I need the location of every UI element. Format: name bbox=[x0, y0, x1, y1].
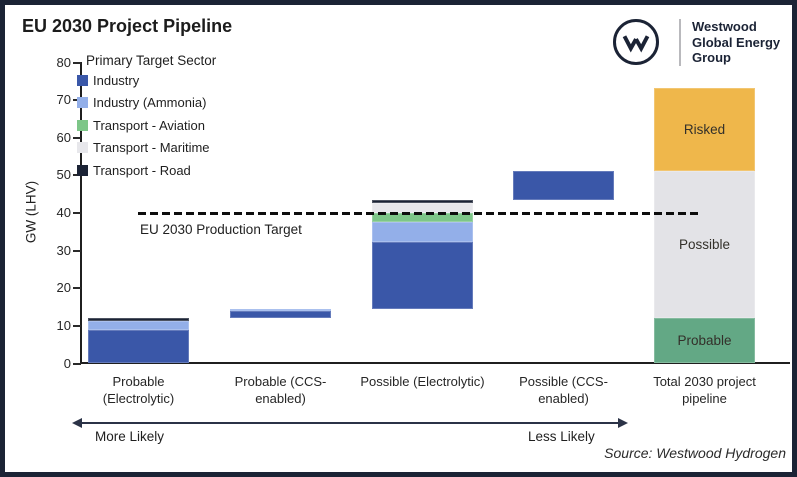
arrow-right-head-icon bbox=[618, 418, 628, 428]
legend-item-label: Transport - Aviation bbox=[93, 117, 205, 133]
target-line bbox=[138, 212, 702, 215]
bar-segment bbox=[372, 213, 473, 223]
legend-swatch bbox=[77, 97, 88, 109]
legend-item-label: Transport - Road bbox=[93, 162, 191, 178]
bar-segment bbox=[230, 310, 331, 319]
y-tick-label: 30 bbox=[56, 242, 71, 258]
y-tick-label: 10 bbox=[56, 317, 71, 333]
y-tick-label: 50 bbox=[56, 167, 71, 183]
legend-title: Primary Target Sector bbox=[86, 53, 217, 68]
bar-segment bbox=[372, 242, 473, 309]
y-axis-line bbox=[80, 62, 82, 364]
x-category-label: Possible (Electrolytic) bbox=[343, 374, 503, 391]
westwood-logo-icon bbox=[613, 19, 659, 65]
y-tick-mark bbox=[73, 61, 81, 64]
bar-segment: Risked bbox=[654, 87, 755, 171]
x-category-label: Total 2030 project pipeline bbox=[625, 374, 785, 407]
y-tick-mark bbox=[73, 362, 81, 365]
x-category-line: (Electrolytic) bbox=[102, 390, 175, 406]
x-axis-line bbox=[80, 362, 790, 364]
legend-swatch bbox=[77, 75, 88, 86]
bar-segment bbox=[513, 170, 614, 200]
x-category-line: enabled) bbox=[538, 390, 589, 406]
bar-segment bbox=[230, 308, 331, 311]
source-credit: Source: Westwood Hydrogen bbox=[604, 445, 786, 461]
bar-segment bbox=[88, 330, 189, 364]
x-category-line: Probable bbox=[112, 374, 165, 389]
x-category-label: Probable (CCS-enabled) bbox=[201, 374, 361, 407]
x-category-line: pipeline bbox=[682, 390, 727, 406]
arrow-left-head-icon bbox=[72, 418, 82, 428]
logo-line-1: Westwood bbox=[692, 19, 757, 34]
logo-divider bbox=[679, 19, 681, 66]
y-tick-label: 20 bbox=[56, 280, 71, 296]
y-tick-mark bbox=[73, 287, 81, 290]
y-tick-label: 60 bbox=[56, 129, 71, 145]
bar-segment bbox=[88, 318, 189, 322]
x-category-line: Possible (CCS- bbox=[519, 374, 608, 389]
x-category-line: enabled) bbox=[255, 390, 306, 406]
target-line-label: EU 2030 Production Target bbox=[140, 222, 302, 237]
y-tick-label: 80 bbox=[56, 54, 71, 70]
y-tick-mark bbox=[73, 212, 81, 214]
bar-segment bbox=[372, 199, 473, 203]
x-category-line: Total 2030 project bbox=[653, 374, 756, 389]
less-likely-label: Less Likely bbox=[528, 429, 595, 444]
y-tick-mark bbox=[73, 324, 81, 327]
likelihood-arrow-line bbox=[80, 422, 618, 424]
y-axis-label: GW (LHV) bbox=[23, 180, 39, 244]
bar-segment bbox=[88, 321, 189, 331]
x-category-label: Possible (CCS-enabled) bbox=[484, 374, 644, 407]
bar-segment: Probable bbox=[654, 317, 755, 364]
y-tick-label: 40 bbox=[56, 205, 71, 220]
x-category-label: Probable (Electrolytic) bbox=[59, 374, 219, 407]
legend-item-label: Transport - Maritime bbox=[93, 140, 210, 156]
y-tick-label: 70 bbox=[56, 92, 71, 108]
y-tick-mark bbox=[73, 136, 81, 139]
bar-segment: Possible bbox=[654, 170, 755, 318]
x-category-line: Probable (CCS- bbox=[234, 374, 327, 389]
x-category-line: Possible (Electrolytic) bbox=[360, 374, 485, 389]
legend-swatch bbox=[77, 164, 88, 176]
y-tick-label: 0 bbox=[63, 355, 71, 371]
logo-wordmark: Westwood Global Energy Group bbox=[692, 19, 780, 66]
bar-segment bbox=[372, 202, 473, 213]
legend-item-label: Industry bbox=[93, 73, 140, 88]
legend-item-label: Industry (Ammonia) bbox=[93, 95, 207, 111]
legend-swatch bbox=[77, 142, 88, 154]
bar-segment bbox=[372, 222, 473, 243]
logo-line-2: Global Energy bbox=[692, 34, 781, 50]
page-title: EU 2030 Project Pipeline bbox=[22, 16, 233, 36]
logo-line-3: Group bbox=[692, 50, 731, 65]
legend-swatch bbox=[77, 119, 88, 131]
logo-w-glyph bbox=[622, 35, 650, 53]
y-tick-mark bbox=[73, 249, 81, 252]
more-likely-label: More Likely bbox=[95, 429, 165, 444]
